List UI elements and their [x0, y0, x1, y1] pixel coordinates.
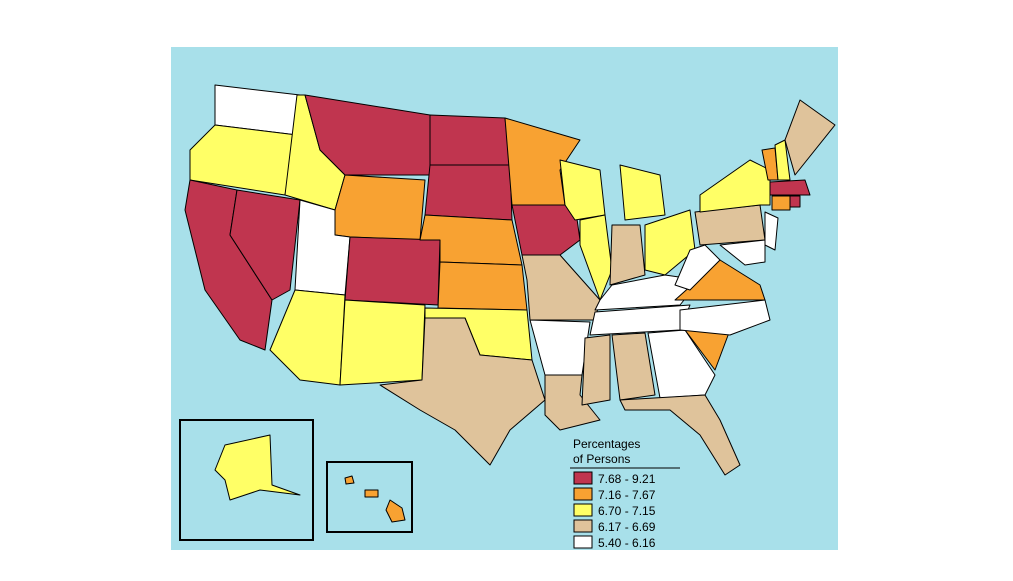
state	[579, 214, 613, 301]
state	[619, 164, 666, 221]
state	[544, 374, 601, 431]
state	[769, 179, 811, 196]
state	[229, 189, 301, 301]
legend-label: 5.40 - 6.16	[598, 536, 656, 550]
state	[504, 117, 581, 206]
state	[789, 195, 801, 208]
state	[364, 489, 379, 498]
state	[771, 195, 791, 211]
hawaii-inset	[326, 461, 413, 533]
legend-swatch	[573, 487, 593, 501]
state	[344, 475, 355, 485]
state	[609, 224, 646, 286]
state	[644, 209, 696, 276]
state	[674, 244, 721, 291]
legend-label: 7.68 - 9.21	[598, 472, 656, 486]
legend-label: 7.16 - 7.67	[598, 488, 656, 502]
state	[719, 239, 766, 266]
legend: Percentages of Persons 7.68 - 9.21 7.16 -…	[570, 437, 680, 550]
state	[269, 289, 346, 386]
state	[784, 99, 836, 176]
state	[379, 317, 546, 466]
state	[339, 299, 426, 386]
state	[611, 332, 656, 401]
alaska-inset	[179, 419, 314, 541]
hawaii	[344, 475, 406, 523]
state	[679, 299, 771, 336]
state	[774, 139, 791, 181]
legend-swatch	[573, 519, 593, 533]
state	[385, 499, 406, 523]
legend-title: of Persons	[573, 452, 630, 466]
legend-label: 6.17 - 6.69	[598, 520, 656, 534]
state	[699, 159, 771, 213]
state	[424, 164, 513, 221]
legend-label: 6.70 - 7.15	[598, 504, 656, 518]
state	[619, 394, 741, 476]
state	[437, 261, 528, 311]
legend-title: Percentages	[573, 437, 640, 451]
legend-swatch	[573, 535, 593, 549]
state	[214, 434, 301, 501]
state	[334, 174, 426, 241]
state	[764, 211, 779, 251]
legend-swatch	[573, 471, 593, 485]
state	[647, 329, 716, 399]
legend-swatch	[573, 503, 593, 517]
state	[429, 114, 511, 166]
state	[581, 334, 611, 406]
states	[184, 84, 836, 476]
state	[344, 236, 441, 306]
state	[304, 94, 431, 176]
